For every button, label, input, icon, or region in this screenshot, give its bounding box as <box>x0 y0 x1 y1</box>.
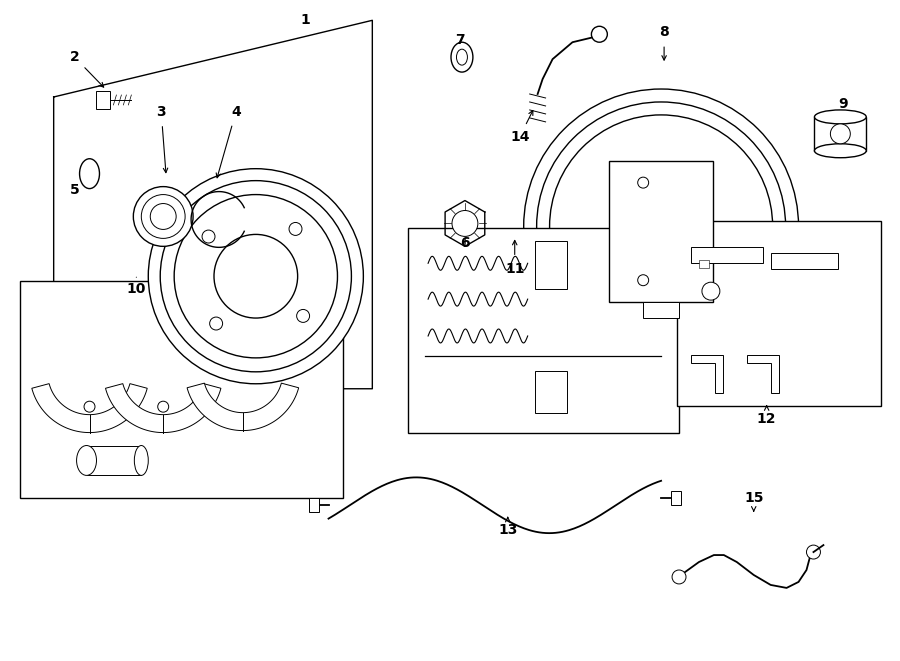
Circle shape <box>150 204 176 229</box>
Circle shape <box>148 169 364 384</box>
Bar <box>644 302 679 318</box>
Ellipse shape <box>79 159 100 188</box>
Circle shape <box>160 180 351 372</box>
Circle shape <box>702 282 720 300</box>
Circle shape <box>536 102 786 351</box>
Bar <box>699 260 709 268</box>
Ellipse shape <box>814 110 866 124</box>
Text: 10: 10 <box>127 282 146 296</box>
Bar <box>677 221 881 406</box>
Text: 1: 1 <box>301 13 310 27</box>
Ellipse shape <box>76 446 96 475</box>
Polygon shape <box>187 383 299 430</box>
Text: 3: 3 <box>157 105 166 119</box>
Circle shape <box>831 124 850 144</box>
Bar <box>535 241 566 289</box>
Text: 8: 8 <box>659 25 669 39</box>
Bar <box>608 161 714 302</box>
Text: 12: 12 <box>757 412 777 426</box>
Circle shape <box>202 230 215 243</box>
Bar <box>814 117 866 151</box>
Text: 2: 2 <box>69 50 79 64</box>
Text: 7: 7 <box>455 33 464 47</box>
FancyBboxPatch shape <box>770 253 839 269</box>
Text: 15: 15 <box>744 491 763 505</box>
Text: 14: 14 <box>510 130 529 144</box>
Bar <box>409 229 679 432</box>
Text: 9: 9 <box>839 97 848 111</box>
Circle shape <box>141 194 185 239</box>
Circle shape <box>175 194 338 358</box>
FancyBboxPatch shape <box>691 247 762 263</box>
Bar <box>535 371 566 412</box>
Polygon shape <box>747 355 778 393</box>
Bar <box>309 498 319 512</box>
Bar <box>96 91 111 109</box>
Polygon shape <box>32 383 148 432</box>
Circle shape <box>210 317 222 330</box>
Circle shape <box>550 115 772 338</box>
Ellipse shape <box>134 446 148 475</box>
Ellipse shape <box>814 144 866 158</box>
Bar <box>20 281 344 498</box>
Circle shape <box>214 235 298 318</box>
Circle shape <box>672 570 686 584</box>
Text: 5: 5 <box>69 182 79 196</box>
Circle shape <box>591 26 608 42</box>
Bar <box>671 491 681 505</box>
Circle shape <box>524 89 798 364</box>
Circle shape <box>806 545 821 559</box>
Polygon shape <box>105 383 220 432</box>
Circle shape <box>289 223 302 235</box>
Text: 6: 6 <box>460 237 470 251</box>
Text: 13: 13 <box>498 523 518 537</box>
Circle shape <box>452 210 478 237</box>
Text: 11: 11 <box>505 262 525 276</box>
Ellipse shape <box>451 42 472 72</box>
Text: 4: 4 <box>231 105 241 119</box>
Bar <box>86 446 141 475</box>
Circle shape <box>133 186 194 247</box>
Polygon shape <box>691 355 723 393</box>
Circle shape <box>297 309 310 323</box>
